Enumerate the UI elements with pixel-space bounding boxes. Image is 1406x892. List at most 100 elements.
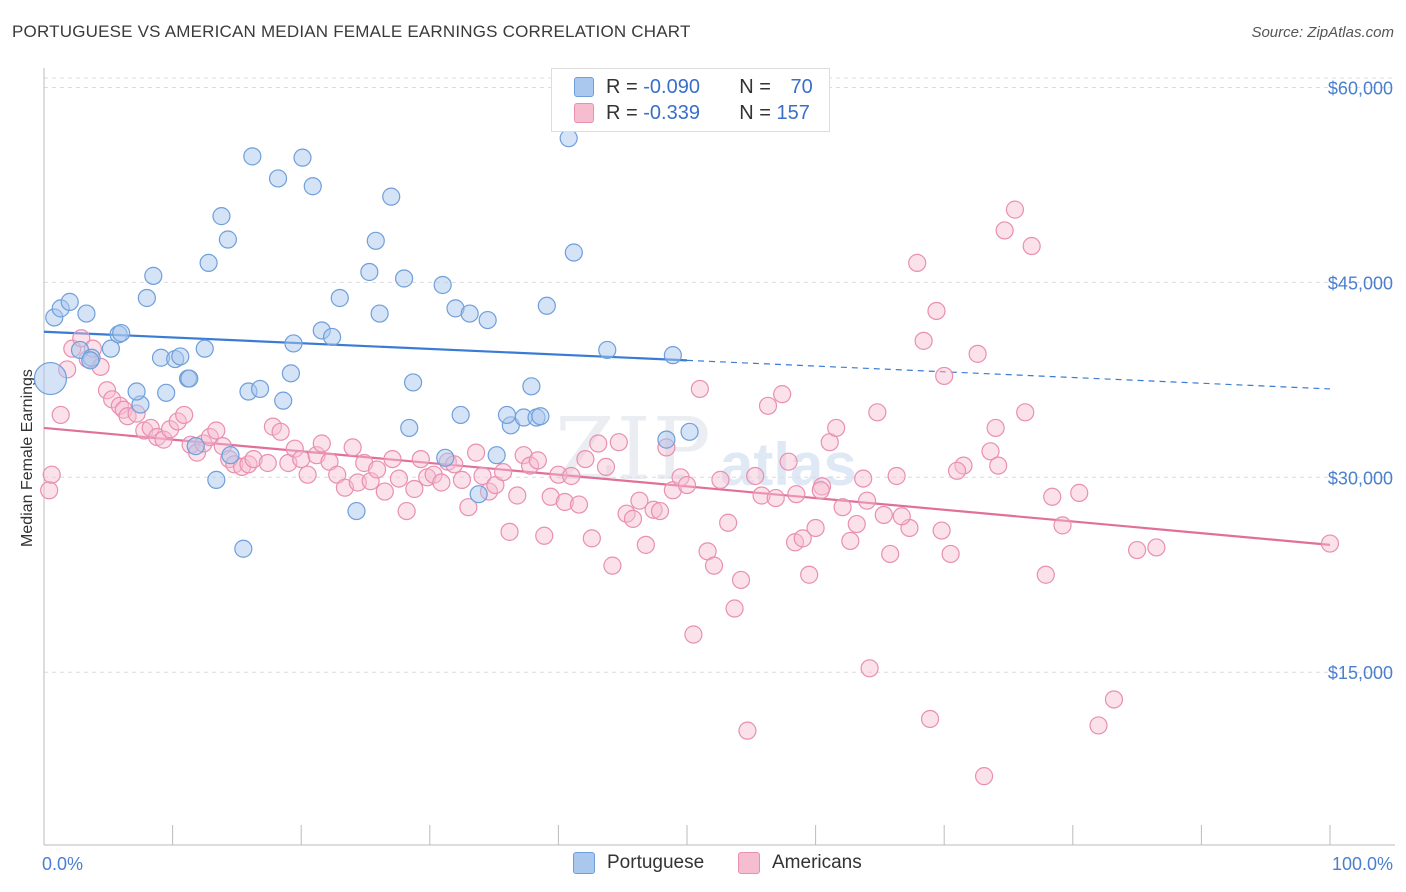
- americans-point: [827, 418, 846, 438]
- americans-point: [704, 556, 724, 575]
- americans-point: [630, 491, 649, 510]
- americans-point: [175, 405, 194, 425]
- americans-point: [947, 461, 967, 480]
- americans-point: [348, 473, 367, 492]
- americans-point: [424, 465, 443, 484]
- americans-point: [555, 492, 574, 512]
- americans-point: [1089, 716, 1108, 735]
- americans-point: [168, 412, 187, 431]
- americans-point: [927, 301, 946, 321]
- americans-point: [1053, 516, 1072, 535]
- americans-point: [411, 449, 430, 469]
- legend-label-americans: Americans: [772, 852, 862, 873]
- americans-point: [974, 767, 994, 786]
- americans-point: [582, 529, 601, 548]
- americans-point: [514, 446, 533, 465]
- americans-point: [811, 481, 830, 500]
- americans-point: [989, 456, 1008, 475]
- americans-point: [920, 709, 940, 729]
- americans-point: [459, 498, 478, 517]
- americans-point: [361, 472, 380, 491]
- legend-item-portuguese[interactable]: Portuguese: [573, 852, 704, 874]
- americans-point: [981, 442, 1000, 461]
- portuguese-point: [403, 373, 423, 392]
- chart-title: PORTUGUESE VS AMERICAN MEDIAN FEMALE EAR…: [12, 22, 691, 41]
- americans-point: [285, 439, 304, 458]
- portuguese-point: [180, 369, 199, 388]
- portuguese-point: [657, 430, 676, 449]
- americans-point: [833, 498, 852, 517]
- legend-r-label: R =: [606, 75, 638, 98]
- legend-item-americans[interactable]: Americans: [738, 852, 862, 874]
- y-tick-label: $45,000: [1328, 273, 1393, 293]
- watermark-zip: ZIP: [555, 400, 713, 500]
- y-tick-label: $30,000: [1328, 468, 1393, 488]
- portuguese-point: [195, 339, 214, 358]
- americans-point: [995, 221, 1014, 240]
- americans-point: [258, 453, 277, 473]
- americans-point: [854, 469, 873, 488]
- americans-point: [383, 449, 402, 469]
- portuguese-swatch: [574, 77, 594, 97]
- americans-point: [941, 544, 960, 564]
- americans-point: [609, 433, 628, 452]
- americans-point: [847, 514, 866, 534]
- series-legend: Portuguese Americans: [0, 852, 1406, 878]
- portuguese-point: [199, 253, 218, 272]
- americans-point: [292, 449, 311, 469]
- portuguese-point: [144, 266, 163, 285]
- portuguese-point: [234, 539, 253, 558]
- portuguese-point: [303, 177, 322, 196]
- americans-point: [636, 535, 655, 554]
- americans-point: [1070, 483, 1089, 502]
- americans-trend-line: [43, 426, 1331, 546]
- americans-point: [397, 501, 416, 521]
- portuguese-point: [460, 304, 479, 323]
- americans-point: [432, 473, 451, 492]
- americans-point: [650, 501, 670, 521]
- americans-point: [738, 721, 757, 740]
- americans-point: [758, 396, 778, 415]
- americans-point: [569, 495, 589, 514]
- americans-point: [1036, 565, 1055, 584]
- americans-point: [562, 466, 581, 486]
- americans-point: [935, 366, 954, 386]
- americans-point: [603, 556, 622, 575]
- portuguese-point: [281, 364, 301, 383]
- americans-point: [51, 405, 70, 425]
- americans-point: [1022, 236, 1041, 256]
- americans-point: [1005, 200, 1025, 219]
- americans-point: [541, 487, 560, 506]
- x-tick-label: 0.0%: [42, 854, 83, 874]
- americans-point: [271, 422, 290, 441]
- americans-point: [857, 491, 877, 510]
- axes: [43, 68, 1395, 846]
- portuguese-point: [293, 148, 312, 167]
- americans-swatch: [738, 852, 760, 874]
- americans-point: [343, 438, 362, 457]
- americans-point: [684, 625, 703, 644]
- americans-point: [806, 518, 825, 538]
- portuguese-swatch: [573, 852, 595, 874]
- americans-point: [452, 470, 472, 489]
- trend-lines: [43, 330, 1331, 546]
- portuguese-point: [559, 129, 578, 148]
- portuguese-point: [330, 288, 349, 308]
- americans-point: [367, 460, 387, 479]
- portuguese-trend-extension: [686, 359, 1331, 390]
- portuguese-point: [680, 422, 699, 441]
- portuguese-point: [436, 448, 455, 467]
- portuguese-point: [212, 207, 231, 226]
- portuguese-point: [137, 288, 156, 308]
- americans-point: [494, 462, 513, 482]
- americans-point: [841, 531, 860, 551]
- portuguese-point: [478, 310, 497, 330]
- portuguese-point: [60, 292, 79, 311]
- americans-point: [244, 449, 263, 469]
- americans-point: [773, 385, 792, 404]
- americans-point: [1043, 487, 1062, 506]
- americans-point: [968, 344, 987, 363]
- americans-point: [892, 507, 911, 526]
- portuguese-point: [218, 230, 237, 249]
